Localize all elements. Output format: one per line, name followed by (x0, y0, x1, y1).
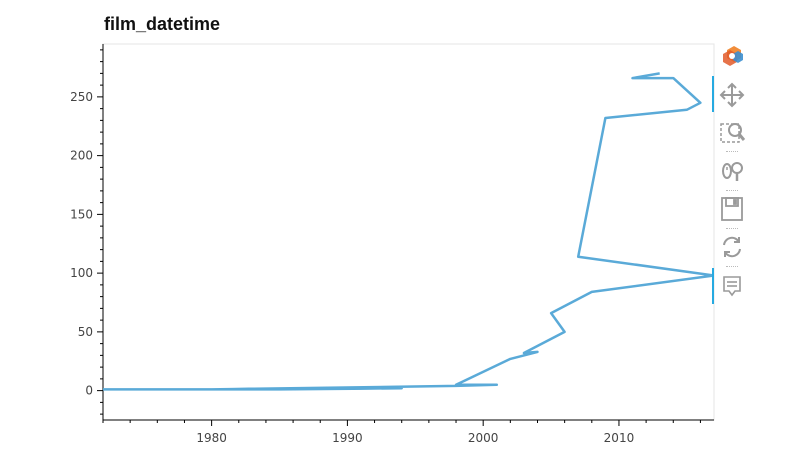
x-axis: 1980 1990 2000 2010 (103, 420, 714, 445)
hover-icon[interactable] (716, 272, 748, 302)
x-tick-label: 1990 (332, 431, 363, 445)
plot-area (103, 44, 714, 420)
pan-icon[interactable] (716, 80, 748, 110)
reset-icon[interactable] (716, 232, 748, 262)
box-zoom-icon[interactable] (716, 118, 748, 148)
plot-frame (103, 44, 714, 420)
x-tick-label: 2010 (604, 431, 635, 445)
pan-active-indicator (712, 76, 714, 112)
y-tick-label: 100 (70, 266, 93, 280)
y-tick-label: 200 (70, 149, 93, 163)
y-tick-label: 0 (85, 384, 93, 398)
x-tick-label: 1980 (196, 431, 227, 445)
bokeh-logo-icon[interactable] (716, 42, 748, 72)
y-axis: 0 50 100 150 200 250 (70, 44, 103, 420)
hover-active-indicator (712, 268, 714, 304)
series-layer (103, 73, 714, 389)
chart-toolbar (712, 40, 752, 310)
save-icon[interactable] (716, 194, 748, 224)
series-line-0[interactable] (103, 73, 714, 389)
wheel-zoom-icon[interactable] (716, 156, 748, 186)
y-tick-label: 150 (70, 207, 93, 221)
y-tick-label: 250 (70, 90, 93, 104)
x-tick-label: 2000 (468, 431, 499, 445)
y-tick-label: 50 (78, 325, 93, 339)
